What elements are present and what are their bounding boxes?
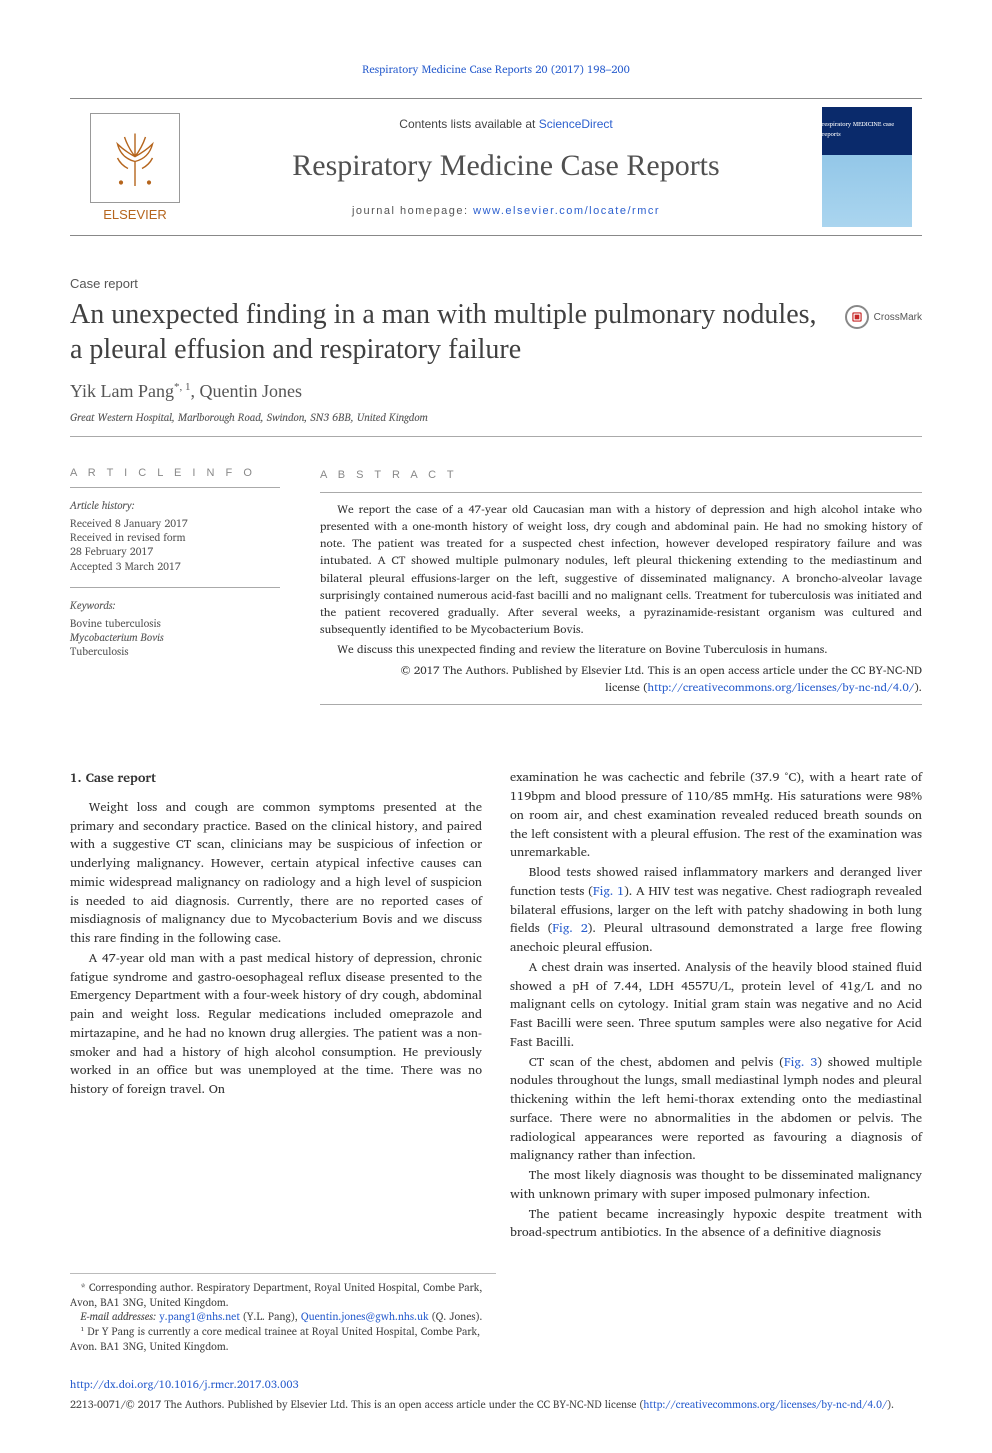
elsevier-tree-icon (90, 113, 180, 203)
left-column: 1. Case report Weight loss and cough are… (70, 768, 482, 1243)
body-columns: 1. Case report Weight loss and cough are… (70, 768, 922, 1243)
history-label: Article history: (70, 496, 280, 514)
cover-text: respiratory MEDICINE case reports (822, 119, 912, 139)
left-p1: Weight loss and cough are common symptom… (70, 798, 482, 948)
right-column: examination he was cachectic and febrile… (510, 768, 922, 1243)
crossmark-icon (845, 305, 869, 329)
info-divider-2 (70, 587, 280, 588)
right-p3: A chest drain was inserted. Analysis of … (510, 958, 922, 1052)
author-1-sup: *, 1 (174, 381, 191, 393)
abstract-heading: A B S T R A C T (320, 467, 922, 484)
contents-list-line: Contents lists available at ScienceDirec… (205, 117, 807, 131)
header-center: Contents lists available at ScienceDirec… (205, 117, 807, 217)
author-2: , Quentin Jones (191, 381, 303, 401)
abstract-copyright: © 2017 The Authors. Published by Elsevie… (320, 662, 922, 697)
bottom-copyright: 2213-0071/© 2017 The Authors. Published … (70, 1395, 922, 1413)
right-p4a: CT scan of the chest, abdomen and pelvis… (529, 1052, 784, 1072)
divider (70, 436, 922, 437)
abstract-divider (320, 492, 922, 493)
right-p5: The most likely diagnosis was thought to… (510, 1166, 922, 1204)
crossmark-label: CrossMark (874, 312, 922, 323)
article-info-heading: A R T I C L E I N F O (70, 467, 280, 479)
abstract: A B S T R A C T We report the case of a … (320, 467, 922, 713)
license-prefix: license ( (605, 678, 647, 697)
doi-line: http://dx.doi.org/10.1016/j.rmcr.2017.03… (70, 1375, 922, 1393)
right-p1: examination he was cachectic and febrile… (510, 768, 922, 862)
authors-line: Yik Lam Pang*, 1, Quentin Jones (70, 381, 922, 402)
author-1: Yik Lam Pang (70, 381, 174, 401)
left-p2: A 47-year old man with a past medical hi… (70, 949, 482, 1099)
article-info: A R T I C L E I N F O Article history: R… (70, 467, 280, 713)
bottom-license-link[interactable]: http://creativecommons.org/licenses/by-n… (643, 1395, 887, 1413)
elsevier-name: ELSEVIER (103, 207, 167, 222)
crossmark-badge[interactable]: CrossMark (845, 305, 922, 329)
journal-homepage-link[interactable]: www.elsevier.com/locate/rmcr (473, 205, 660, 217)
journal-title: Respiratory Medicine Case Reports (205, 149, 807, 183)
right-p6: The patient became increasingly hypoxic … (510, 1205, 922, 1243)
license-suffix: ). (914, 678, 922, 697)
fig2-link[interactable]: Fig. 2 (552, 918, 588, 938)
accepted: Accepted 3 March 2017 (70, 559, 280, 573)
section-1-heading: 1. Case report (70, 768, 482, 788)
abstract-bottom-divider (320, 704, 922, 705)
fig3-link[interactable]: Fig. 3 (784, 1052, 818, 1072)
bottom-suffix: ). (887, 1395, 894, 1413)
right-p2: Blood tests showed raised inflammatory m… (510, 863, 922, 957)
copyright-line-1: © 2017 The Authors. Published by Elsevie… (401, 661, 922, 680)
corresponding-author: * Corresponding author. Respiratory Depa… (70, 1280, 496, 1309)
footnote-1: ¹ Dr Y Pang is currently a core medical … (70, 1324, 496, 1353)
affiliation: Great Western Hospital, Marlborough Road… (70, 408, 922, 426)
keyword-3: Tuberculosis (70, 644, 280, 658)
contents-prefix: Contents lists available at (399, 117, 538, 131)
fig1-link[interactable]: Fig. 1 (593, 881, 624, 901)
article-title: An unexpected finding in a man with mult… (70, 297, 825, 367)
info-divider-1 (70, 487, 280, 488)
elsevier-logo: ELSEVIER (80, 107, 190, 227)
bottom-copyright-text: 2213-0071/© 2017 The Authors. Published … (70, 1395, 643, 1413)
license-link[interactable]: http://creativecommons.org/licenses/by-n… (647, 678, 914, 697)
journal-reference: Respiratory Medicine Case Reports 20 (20… (70, 60, 922, 78)
abstract-p1: We report the case of a 47-year old Cauc… (320, 501, 922, 639)
sciencedirect-link[interactable]: ScienceDirect (539, 117, 613, 131)
header-band: ELSEVIER Contents lists available at Sci… (70, 98, 922, 236)
footnotes: * Corresponding author. Respiratory Depa… (70, 1273, 496, 1353)
doi-link[interactable]: http://dx.doi.org/10.1016/j.rmcr.2017.03… (70, 1375, 299, 1393)
journal-homepage-line: journal homepage: www.elsevier.com/locat… (205, 205, 807, 217)
keywords-label: Keywords: (70, 596, 280, 614)
right-p4: CT scan of the chest, abdomen and pelvis… (510, 1053, 922, 1166)
journal-cover-thumbnail: respiratory MEDICINE case reports (822, 107, 912, 227)
article-type: Case report (70, 276, 922, 291)
homepage-label: journal homepage: (352, 205, 473, 217)
abstract-p2: We discuss this unexpected finding and r… (320, 641, 922, 658)
